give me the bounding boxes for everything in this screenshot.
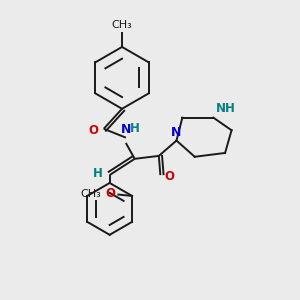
Text: O: O xyxy=(164,170,174,183)
Text: N: N xyxy=(121,124,131,136)
Text: H: H xyxy=(130,122,140,135)
Text: NH: NH xyxy=(216,102,236,115)
Text: H: H xyxy=(93,167,103,180)
Text: CH₃: CH₃ xyxy=(112,20,132,30)
Text: O: O xyxy=(89,124,99,137)
Text: O: O xyxy=(105,188,115,200)
Text: N: N xyxy=(171,126,181,140)
Text: CH₃: CH₃ xyxy=(80,189,101,199)
